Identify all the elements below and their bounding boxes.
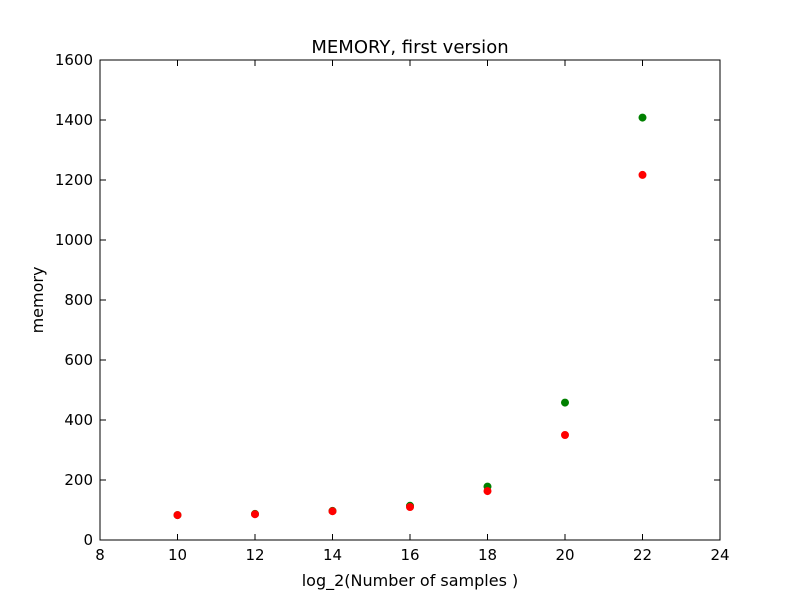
x-tick-label: 16 (400, 546, 419, 564)
y-tick-label: 200 (64, 471, 93, 489)
x-tick-label: 10 (168, 546, 187, 564)
chart-title: MEMORY, first version (311, 37, 508, 58)
y-tick-label: 400 (64, 411, 93, 429)
data-point-series-2 (483, 487, 492, 496)
plot-frame (99, 59, 721, 541)
data-point-series-2 (251, 510, 259, 519)
data-point-series-2 (173, 511, 182, 520)
x-axis-label: log_2(Number of samples ) (302, 571, 519, 591)
y-tick-label: 0 (83, 531, 93, 549)
data-point-series-2 (328, 507, 337, 516)
y-tick-label: 600 (64, 351, 93, 369)
x-tick-label: 20 (555, 546, 574, 564)
y-tick-label: 1200 (55, 171, 93, 189)
y-tick-label: 1600 (55, 51, 93, 69)
y-tick-label: 1400 (55, 111, 93, 129)
x-tick-label: 18 (478, 546, 497, 564)
y-tick-label: 800 (64, 291, 93, 309)
data-point-series-1 (561, 398, 569, 407)
axis-ticks: 8 10 12 14 16 18 20 22 24 0 200 400 600 800 1000 1200 14… (55, 51, 730, 564)
x-tick-label: 12 (245, 546, 264, 564)
data-points (173, 113, 647, 520)
y-tick-label: 1000 (55, 231, 93, 249)
x-tick-label: 14 (323, 546, 342, 564)
x-tick-label: 22 (633, 546, 652, 564)
data-point-series-2 (638, 170, 647, 179)
data-point-series-2 (561, 431, 569, 439)
x-tick-label: 8 (95, 546, 105, 564)
x-tick-label: 24 (710, 546, 729, 564)
data-point-series-1 (638, 113, 647, 122)
data-point-series-2 (406, 503, 414, 511)
y-axis-label: memory (28, 267, 47, 334)
